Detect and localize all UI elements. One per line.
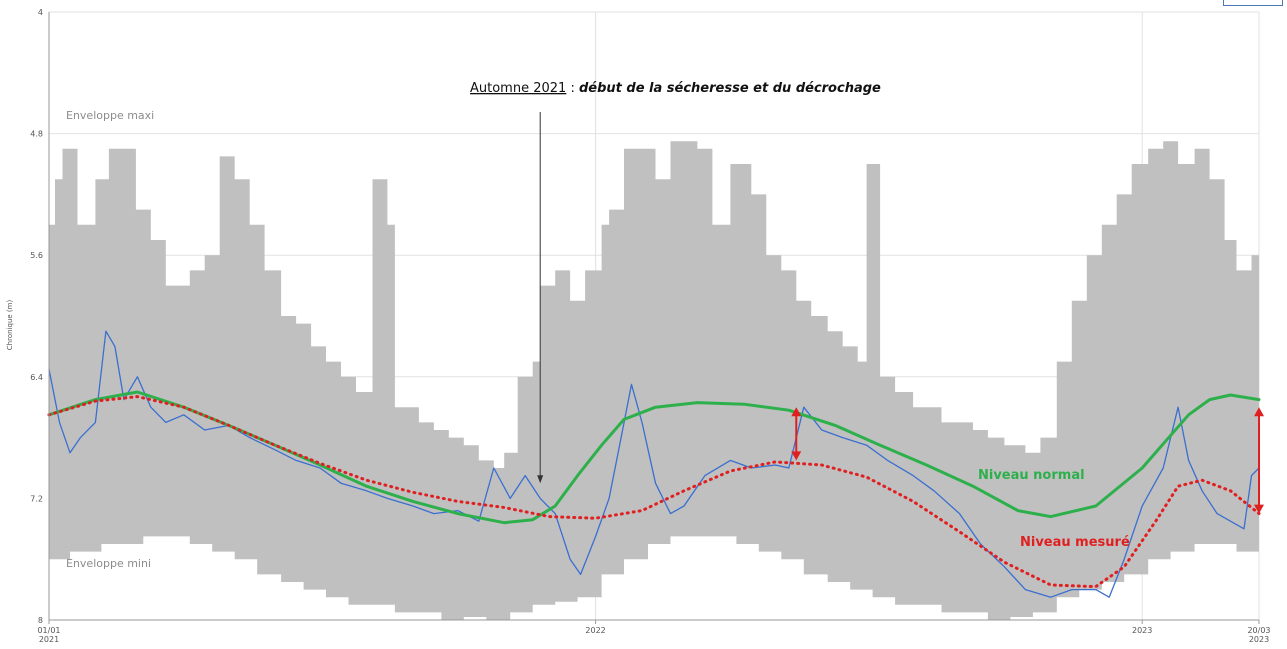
- series-label-niveau-normal: Niveau normal: [978, 468, 1085, 483]
- envelope-min-label: Enveloppe mini: [66, 557, 151, 570]
- y-tick-label-4: 7.2: [30, 494, 43, 503]
- x-tick-label-0-0: 01/01: [37, 626, 60, 635]
- x-tick-label-0-1: 2021: [39, 635, 59, 644]
- annotation-group: Automne 2021 : début de la sécheresse et…: [470, 81, 881, 484]
- envelope-max-label: Enveloppe maxi: [66, 109, 154, 122]
- annotation-underlined: Automne 2021: [470, 81, 566, 96]
- annotation-arrowhead: [537, 475, 544, 484]
- x-tick-label-2-0: 2023: [1132, 626, 1152, 635]
- series-label-niveau-mesure: Niveau mesuré: [1020, 535, 1130, 550]
- series-line-2: [48, 330, 1260, 598]
- y-tick-label-1: 4.8: [30, 130, 43, 139]
- double-arrows: [791, 407, 1264, 514]
- y-axis-label: Chronique (m): [6, 300, 14, 351]
- double-arrow-head-bottom-1: [1254, 504, 1264, 514]
- y-tick-label-0: 4: [38, 8, 43, 17]
- double-arrow-head-top-0: [791, 407, 802, 417]
- x-tick-label-1-0: 2022: [585, 626, 605, 635]
- corner-box: [1223, 0, 1283, 6]
- annotation-bold: début de la sécheresse et du décrochage: [579, 81, 881, 96]
- y-tick-label-3: 6.4: [30, 373, 43, 382]
- annotation-text: Automne 2021 : début de la sécheresse et…: [470, 81, 881, 96]
- series-line-1: [47, 395, 1261, 589]
- x-tick-label-3-1: 2023: [1249, 635, 1269, 644]
- y-tick-label-2: 5.6: [30, 251, 43, 260]
- double-arrow-head-bottom-0: [791, 451, 802, 461]
- series-layer: [47, 330, 1261, 598]
- annotation-separator: :: [566, 81, 579, 96]
- envelope-area: [49, 141, 1259, 620]
- axes: [48, 12, 1259, 621]
- double-arrow-head-top-1: [1254, 407, 1264, 417]
- y-tick-label-5: 8: [38, 616, 43, 625]
- x-tick-label-3-0: 20/03: [1247, 626, 1270, 635]
